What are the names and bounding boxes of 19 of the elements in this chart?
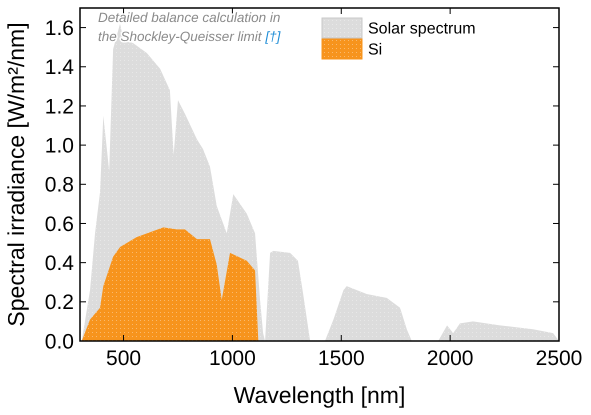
x-tick-label: 1500 — [318, 347, 365, 370]
y-tick-label: 0.8 — [44, 174, 74, 197]
x-axis-title: Wavelength [nm] — [234, 382, 406, 408]
x-tick-label: 2000 — [426, 347, 474, 370]
y-tick-label: 0.0 — [44, 330, 74, 354]
x-tick-label: 500 — [106, 347, 142, 370]
legend-label: Solar spectrum — [368, 20, 476, 38]
y-tick-label: 0.2 — [44, 291, 74, 314]
y-tick-label: 1.2 — [44, 95, 74, 118]
x-tick-label: 2500 — [536, 347, 582, 370]
y-tick-label: 1.4 — [44, 56, 74, 80]
legend-label: Si — [368, 42, 382, 59]
annotation: Detailed balance calculation in the Shockley-Queisser limit [†] — [98, 10, 282, 44]
y-tick-label: 1.6 — [44, 16, 74, 40]
y-tick-label: 0.6 — [44, 212, 74, 236]
y-tick-label: 0.4 — [44, 252, 74, 275]
x-tick-label: 1000 — [209, 347, 256, 370]
y-axis-title: Spectral irradiance [W/m²/nm] — [3, 22, 29, 327]
y-tick-label: 1.0 — [44, 134, 74, 158]
